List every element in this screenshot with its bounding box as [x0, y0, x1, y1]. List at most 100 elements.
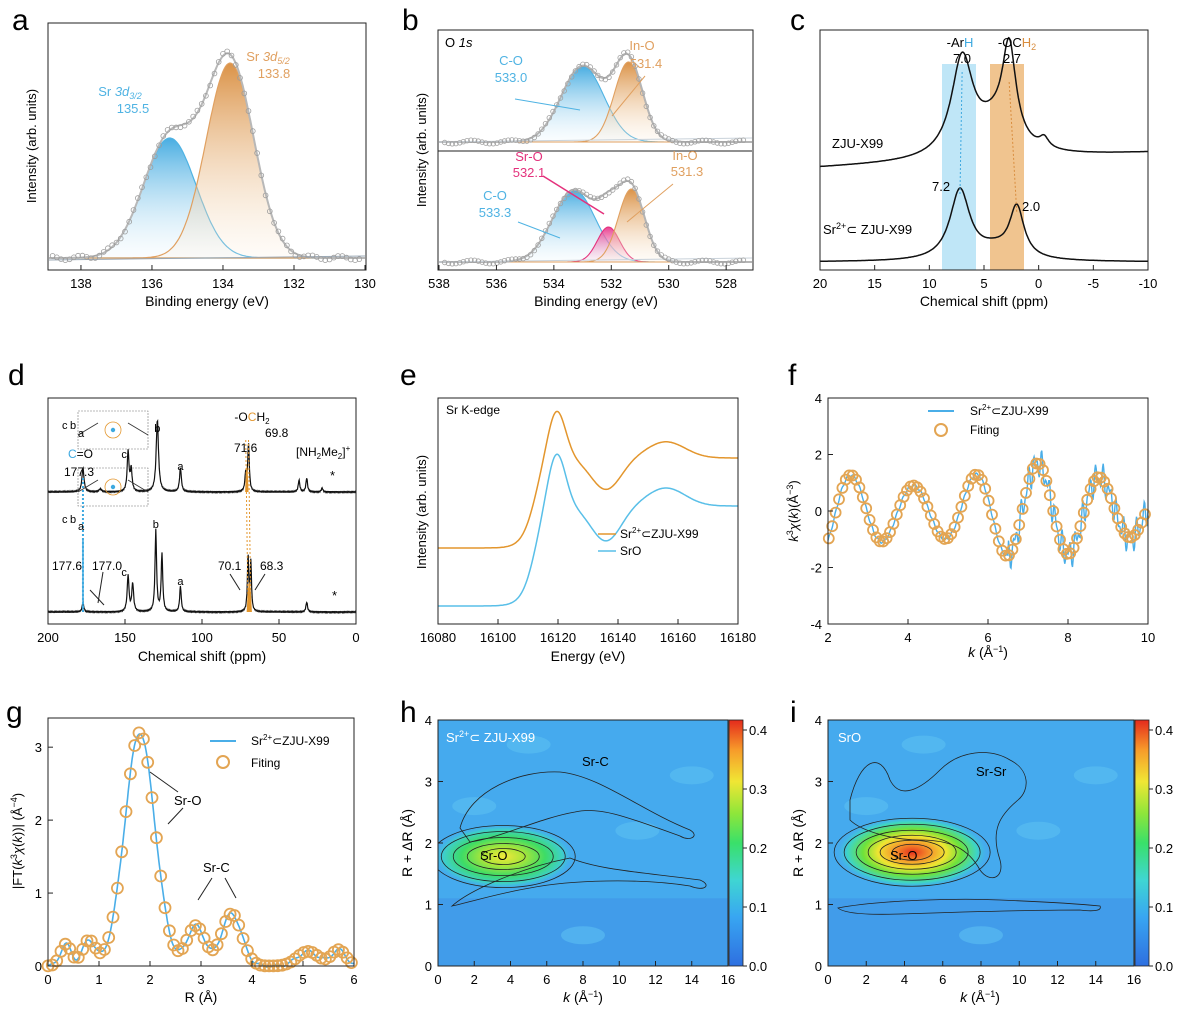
bottom-data-point — [513, 256, 519, 262]
heatmap-patch — [1073, 766, 1118, 785]
legend-marker — [216, 755, 230, 769]
top-data-point — [569, 74, 575, 80]
heatmap-patch — [452, 797, 497, 816]
fit-marker — [1033, 458, 1046, 470]
fit-marker — [136, 732, 150, 746]
bottom-data-point — [602, 192, 608, 198]
y-tick-label: 4 — [425, 713, 432, 728]
bottom-data-point — [647, 233, 653, 240]
colorbar-tick-label: 0.4 — [749, 723, 767, 738]
annotation-sro: Sr-O — [890, 848, 917, 863]
top-data-point — [516, 138, 523, 144]
data-point — [156, 142, 162, 149]
fit-marker — [344, 956, 358, 969]
heatmap-patch — [844, 797, 889, 816]
data-point — [228, 52, 235, 59]
top-data-point — [681, 140, 687, 147]
bottom-data-point — [591, 195, 597, 201]
bottom-data-point — [617, 180, 623, 186]
bottom-data-point — [643, 222, 649, 228]
x-tick-label: 200 — [37, 630, 59, 645]
top-peak-fill — [439, 65, 752, 143]
x-tick-label: 16160 — [660, 630, 696, 645]
contour-ring — [867, 834, 957, 870]
arrow-ino-bottom — [626, 183, 674, 223]
top-data-point — [591, 68, 597, 74]
fit-marker — [106, 910, 120, 924]
bottom-data-point — [621, 177, 627, 183]
bottom-data-point — [692, 259, 698, 265]
heatmap-hotspot — [438, 824, 574, 889]
data-point — [117, 235, 124, 242]
shift-line-och2 — [1008, 81, 1018, 214]
x-tick-label: 6 — [939, 972, 946, 987]
top-data-point — [598, 75, 605, 82]
x-tick-label: 2 — [471, 972, 478, 987]
bottom-data-point — [561, 195, 567, 202]
bottom-data-point — [539, 235, 545, 241]
annotation-src: Sr-C — [203, 860, 230, 875]
data-point — [194, 107, 201, 114]
peak-value-3d52: 133.8 — [258, 66, 291, 81]
y-axis-label: Intensity (arb. units) — [414, 455, 429, 569]
y-tick-label: 2 — [425, 836, 432, 851]
peak-co-highlight — [82, 540, 84, 612]
peak-value-72: 7.2 — [932, 179, 950, 194]
map-title: SrO — [838, 730, 861, 745]
y-tick-label: 0 — [815, 959, 822, 974]
top-data-point — [501, 138, 508, 144]
letter-a: a — [78, 521, 85, 533]
peak-och2-top — [245, 466, 249, 492]
fit-marker — [863, 514, 876, 526]
y-tick-label: 1 — [815, 898, 822, 913]
spectrum-zju — [819, 36, 1148, 168]
y-axis-label: k3χ(k)(Å−3) — [785, 480, 801, 541]
edge-title: Sr K-edge — [446, 403, 500, 417]
colorbar-tick-label: 0.0 — [1155, 959, 1173, 974]
x-tick-label: 12 — [1050, 972, 1064, 987]
fit-marker — [58, 937, 72, 951]
peak-letter-c: c — [121, 567, 127, 579]
top-data-point — [468, 137, 474, 143]
series-label-sr-zju: Sr2+⊂ ZJU-X99 — [823, 221, 912, 237]
data-point — [254, 150, 260, 156]
contour-outer — [450, 771, 707, 907]
annotation-sro: Sr-O — [480, 848, 507, 863]
plot-frame — [819, 29, 1149, 271]
bottom-data-point — [669, 258, 676, 264]
data-point — [262, 192, 269, 199]
heatmap-hotspot — [836, 816, 989, 889]
fit-marker — [232, 918, 246, 932]
top-data-point — [449, 141, 455, 147]
data-point — [173, 124, 179, 131]
y-tick-label: 3 — [425, 775, 432, 790]
heatmap-patch — [901, 735, 946, 754]
label-sro: Sr-O — [515, 149, 542, 164]
line-sro — [438, 453, 738, 607]
top-data-point — [733, 138, 739, 144]
panel-letter-g: g — [6, 696, 23, 729]
x-tick-label: 6 — [350, 972, 357, 987]
top-data-point — [565, 80, 571, 87]
top-data-point — [628, 54, 635, 60]
x-tick-label: -5 — [1088, 276, 1100, 291]
bottom-data-point — [658, 252, 664, 258]
spectrum-top — [47, 419, 357, 495]
top-data-point — [546, 115, 552, 121]
bottom-data-point — [707, 258, 713, 264]
panel-letter-b: b — [402, 4, 419, 37]
x-tick-label: 138 — [70, 276, 92, 291]
top-data-point — [576, 63, 582, 70]
fit-marker — [128, 739, 142, 752]
panel-a: a 138 136 134 132 130 Binding energy (eV) In… — [12, 4, 376, 309]
plot-frame — [437, 719, 729, 967]
fit-marker — [853, 481, 866, 494]
label-nh2me2: [NH2Me2]+ — [296, 444, 351, 461]
bottom-data-point — [729, 259, 735, 265]
x-tick-label: 532 — [600, 276, 622, 291]
x-axis-label: Energy (eV) — [551, 648, 626, 664]
panel-b: b 538 536 534 532 530 528 O 1s Binding energy… — [402, 4, 754, 309]
data-point — [237, 75, 243, 81]
peak-value-20: 2.0 — [1022, 199, 1040, 214]
